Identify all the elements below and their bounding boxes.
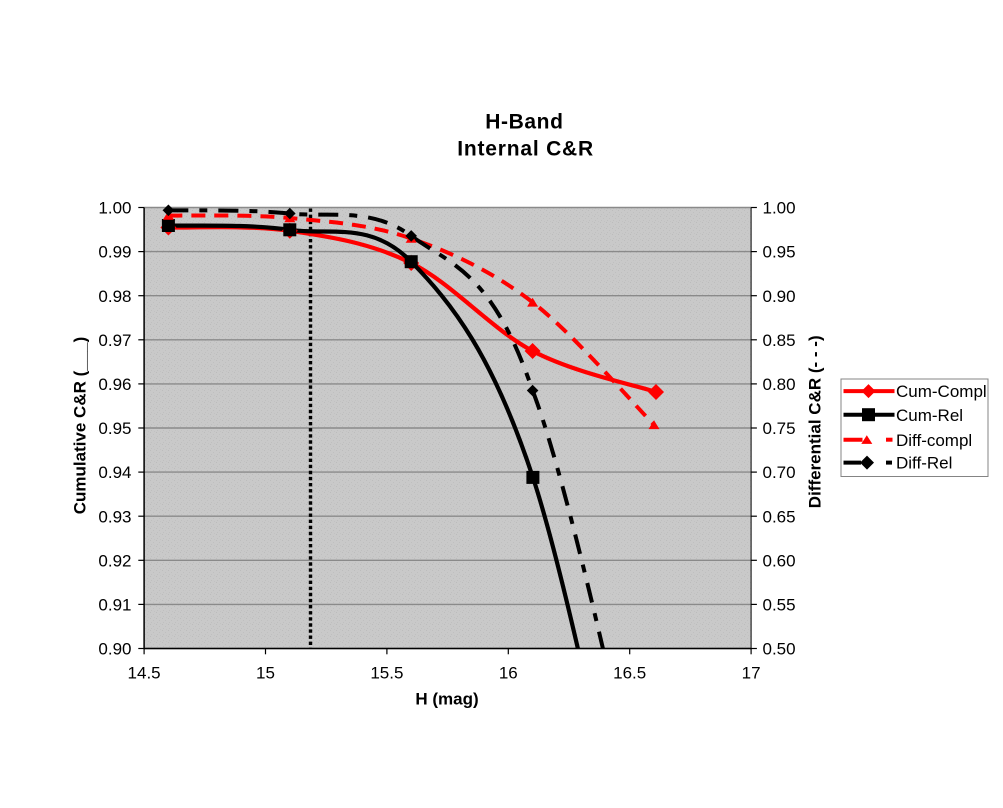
svg-text:0.80: 0.80 <box>763 375 796 394</box>
svg-text:0.96: 0.96 <box>98 375 131 394</box>
svg-text:Cum-Rel: Cum-Rel <box>896 406 963 425</box>
svg-text:0.95: 0.95 <box>763 243 796 262</box>
svg-text:0.70: 0.70 <box>763 463 796 482</box>
svg-text:16: 16 <box>499 663 518 682</box>
svg-text:0.60: 0.60 <box>763 551 796 570</box>
svg-text:H (mag): H (mag) <box>415 690 478 709</box>
svg-text:0.94: 0.94 <box>98 463 131 482</box>
svg-text:0.55: 0.55 <box>763 596 796 615</box>
svg-text:0.95: 0.95 <box>98 419 131 438</box>
svg-text:0.99: 0.99 <box>98 243 131 262</box>
svg-text:1.00: 1.00 <box>98 199 131 218</box>
svg-text:17: 17 <box>742 663 761 682</box>
svg-text:0.92: 0.92 <box>98 551 131 570</box>
svg-text:1.00: 1.00 <box>763 199 796 218</box>
svg-text:Internal C&R: Internal C&R <box>457 138 594 161</box>
svg-text:Diff-Rel: Diff-Rel <box>896 454 952 473</box>
svg-text:0.91: 0.91 <box>98 596 131 615</box>
svg-text:0.85: 0.85 <box>763 331 796 350</box>
svg-text:0.65: 0.65 <box>763 507 796 526</box>
svg-text:0.93: 0.93 <box>98 507 131 526</box>
svg-text:H-Band: H-Band <box>485 111 563 134</box>
svg-text:16.5: 16.5 <box>613 663 646 682</box>
svg-text:Cumulative C&R (___): Cumulative C&R (___) <box>70 337 89 515</box>
svg-text:14.5: 14.5 <box>128 663 161 682</box>
svg-text:0.50: 0.50 <box>763 640 796 659</box>
svg-text:Cum-Compl: Cum-Compl <box>896 382 987 401</box>
svg-text:0.90: 0.90 <box>98 640 131 659</box>
svg-text:0.75: 0.75 <box>763 419 796 438</box>
svg-text:0.90: 0.90 <box>763 287 796 306</box>
svg-text:15: 15 <box>256 663 275 682</box>
svg-text:Diff-compl: Diff-compl <box>896 431 972 450</box>
svg-text:Differential C&R (- - -): Differential C&R (- - -) <box>806 335 825 508</box>
svg-text:0.98: 0.98 <box>98 287 131 306</box>
svg-text:15.5: 15.5 <box>370 663 403 682</box>
svg-text:0.97: 0.97 <box>98 331 131 350</box>
